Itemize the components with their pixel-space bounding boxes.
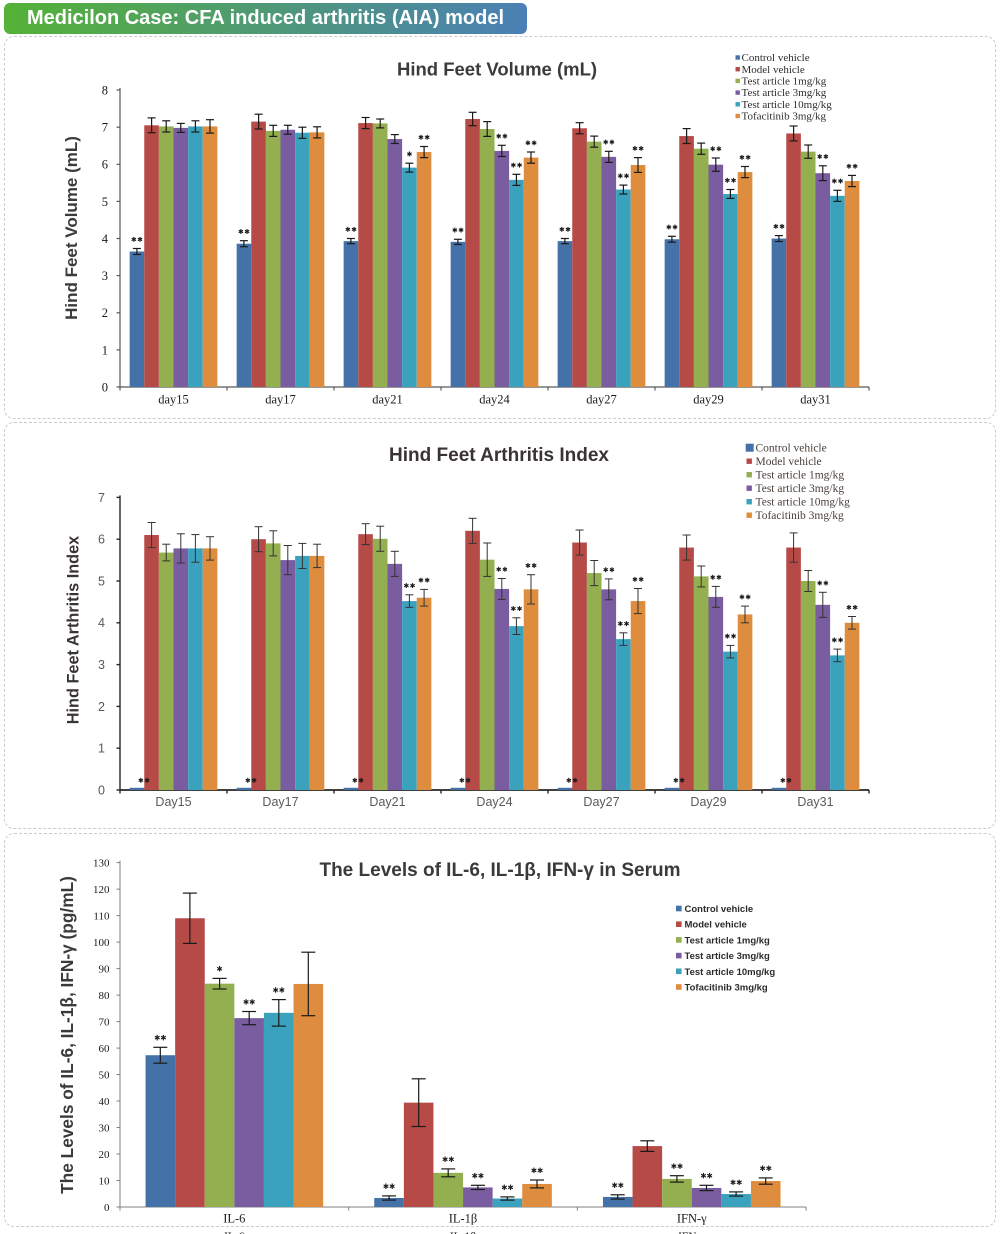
svg-text:3: 3 — [98, 658, 105, 672]
svg-text:100: 100 — [93, 937, 110, 949]
svg-text:IFN-γ: IFN-γ — [678, 1231, 705, 1234]
svg-text:Test article 10mg/kg: Test article 10mg/kg — [756, 497, 851, 509]
svg-text:Hind Feet Volume (mL): Hind Feet Volume (mL) — [62, 136, 81, 320]
svg-text:5: 5 — [98, 574, 105, 588]
svg-text:Control vehicle: Control vehicle — [756, 443, 827, 455]
svg-text:7: 7 — [102, 121, 108, 135]
svg-text:Day31: Day31 — [797, 795, 833, 809]
svg-text:Tofacitinib 3mg/kg: Tofacitinib 3mg/kg — [756, 510, 845, 522]
svg-text:Test article 3mg/kg: Test article 3mg/kg — [685, 951, 771, 962]
svg-text:day21: day21 — [372, 393, 403, 407]
svg-text:2: 2 — [102, 306, 108, 320]
svg-text:120: 120 — [93, 884, 110, 896]
svg-text:Model vehicle: Model vehicle — [742, 64, 805, 76]
svg-text:IL-6: IL-6 — [224, 1231, 245, 1234]
svg-text:Control vehicle: Control vehicle — [685, 904, 754, 915]
svg-text:The Levels of IL-6, IL-1β, IFN: The Levels of IL-6, IL-1β, IFN-γ (pg/mL) — [57, 876, 77, 1194]
svg-text:1: 1 — [102, 343, 108, 357]
svg-text:Day29: Day29 — [690, 795, 726, 809]
svg-text:Test article 10mg/kg: Test article 10mg/kg — [685, 967, 776, 978]
svg-text:4: 4 — [98, 616, 105, 630]
svg-text:6: 6 — [98, 533, 105, 547]
svg-text:Hind Feet Volume (mL): Hind Feet Volume (mL) — [397, 59, 597, 80]
svg-text:40: 40 — [99, 1096, 111, 1108]
svg-text:110: 110 — [93, 911, 110, 923]
svg-text:IFN-γ: IFN-γ — [677, 1212, 707, 1226]
svg-text:60: 60 — [99, 1043, 111, 1055]
svg-text:Hind Feet Arthritis Index: Hind Feet Arthritis Index — [389, 445, 609, 466]
svg-text:day15: day15 — [158, 393, 189, 407]
svg-text:90: 90 — [99, 963, 111, 975]
svg-text:Day17: Day17 — [262, 795, 298, 809]
svg-text:Test article 10mg/kg: Test article 10mg/kg — [742, 99, 833, 111]
svg-text:Test article 3mg/kg: Test article 3mg/kg — [756, 483, 845, 495]
svg-text:0: 0 — [104, 1202, 110, 1214]
svg-text:4: 4 — [102, 232, 109, 246]
svg-text:8: 8 — [102, 83, 108, 97]
svg-text:IL-1β: IL-1β — [449, 1212, 478, 1226]
svg-text:80: 80 — [99, 990, 111, 1002]
svg-text:Tofacitinib 3mg/kg: Tofacitinib 3mg/kg — [742, 111, 827, 123]
svg-text:130: 130 — [93, 858, 110, 870]
svg-text:Tofacitinib 3mg/kg: Tofacitinib 3mg/kg — [685, 983, 768, 994]
svg-text:3: 3 — [102, 269, 108, 283]
svg-text:day17: day17 — [265, 393, 296, 407]
svg-text:day31: day31 — [800, 393, 831, 407]
svg-text:7: 7 — [98, 491, 105, 505]
svg-text:Model vehicle: Model vehicle — [756, 456, 822, 468]
svg-text:6: 6 — [102, 158, 108, 172]
svg-text:IL-1β: IL-1β — [450, 1231, 476, 1234]
svg-text:Test article 1mg/kg: Test article 1mg/kg — [685, 935, 771, 946]
svg-text:30: 30 — [99, 1122, 111, 1134]
svg-text:Control vehicle: Control vehicle — [742, 52, 810, 64]
svg-text:1: 1 — [98, 742, 105, 756]
svg-text:Day15: Day15 — [155, 795, 191, 809]
svg-text:day24: day24 — [479, 393, 510, 407]
svg-text:Test article 1mg/kg: Test article 1mg/kg — [742, 76, 827, 88]
svg-text:Test article 1mg/kg: Test article 1mg/kg — [756, 470, 845, 482]
svg-text:10: 10 — [99, 1175, 111, 1187]
svg-text:5: 5 — [102, 195, 108, 209]
svg-text:IL-6: IL-6 — [223, 1212, 245, 1226]
svg-text:70: 70 — [99, 1016, 111, 1028]
svg-text:day27: day27 — [586, 393, 617, 407]
svg-text:Hind Feet Arthritis Index: Hind Feet Arthritis Index — [65, 536, 83, 724]
svg-text:2: 2 — [98, 700, 105, 714]
svg-text:Test article 3mg/kg: Test article 3mg/kg — [742, 87, 827, 99]
svg-text:Day21: Day21 — [369, 795, 405, 809]
svg-text:Model vehicle: Model vehicle — [685, 920, 747, 931]
svg-text:0: 0 — [102, 380, 108, 394]
svg-text:50: 50 — [99, 1069, 111, 1081]
svg-text:The Levels of IL-6, IL-1β, IFN: The Levels of IL-6, IL-1β, IFN-γ in Seru… — [319, 860, 680, 881]
svg-text:day29: day29 — [693, 393, 724, 407]
svg-text:20: 20 — [99, 1149, 111, 1161]
svg-text:Day27: Day27 — [583, 795, 619, 809]
svg-text:Day24: Day24 — [476, 795, 512, 809]
svg-text:0: 0 — [98, 783, 105, 797]
